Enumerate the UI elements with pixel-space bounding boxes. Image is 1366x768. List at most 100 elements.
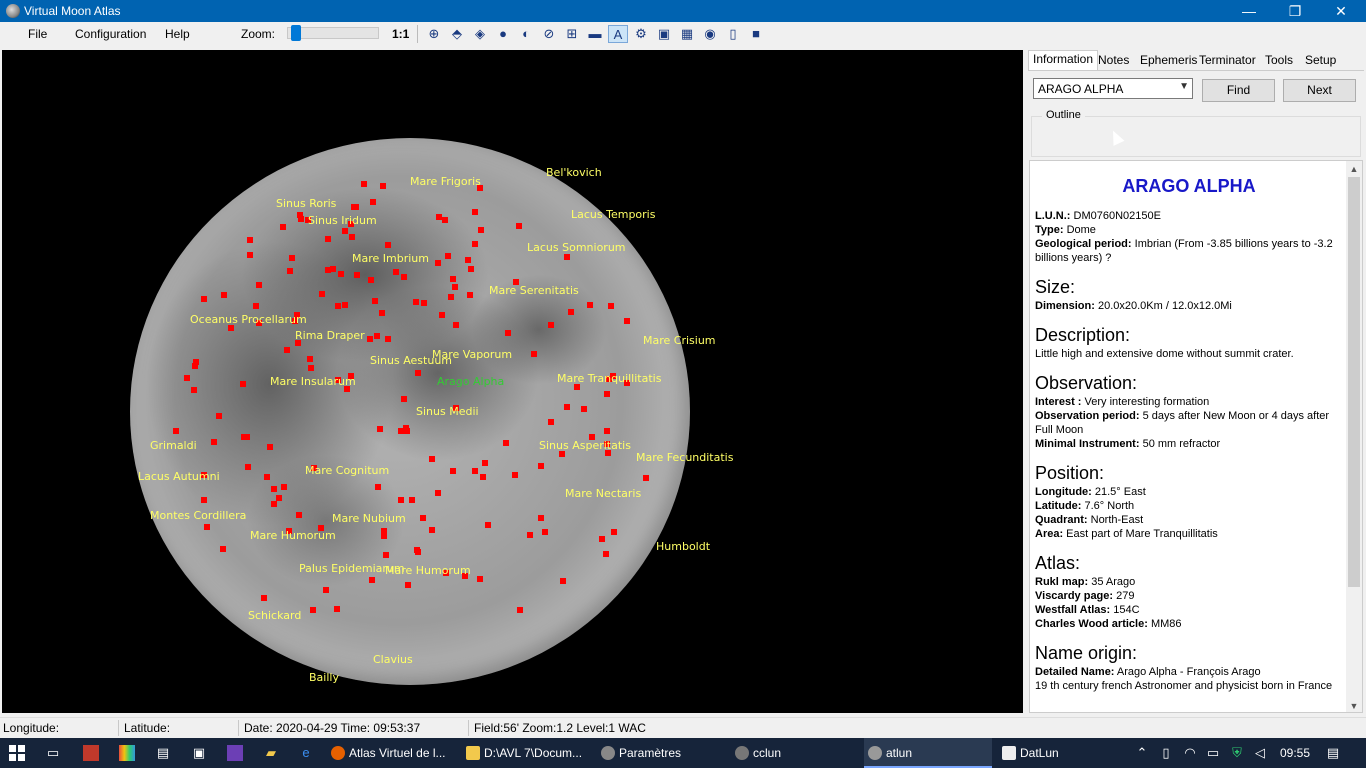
tab-ephemeris[interactable]: Ephemeris xyxy=(1140,53,1198,67)
label-mare-crisium[interactable]: Mare Crisium xyxy=(643,334,716,347)
label-grimaldi[interactable]: Grimaldi xyxy=(150,439,197,452)
scroll-down-icon[interactable]: ▼ xyxy=(1349,701,1359,711)
menu-file[interactable]: File xyxy=(28,27,48,41)
label-mare-nubium[interactable]: Mare Nubium xyxy=(332,512,406,525)
label-lacus-autumni[interactable]: Lacus Autumni xyxy=(138,470,220,483)
menu-configuration[interactable]: Configuration xyxy=(75,27,147,41)
speaker-muted-icon[interactable]: ◁ xyxy=(1255,745,1265,760)
label-schickard[interactable]: Schickard xyxy=(248,609,302,622)
pdf-app-icon[interactable] xyxy=(83,745,99,761)
info-scrollbar[interactable]: ▲ ▼ xyxy=(1346,161,1362,712)
notifications-icon[interactable]: ▤ xyxy=(1326,745,1340,760)
document-icon xyxy=(1002,746,1016,760)
label-lacus-somniorum[interactable]: Lacus Somniorum xyxy=(527,241,626,254)
menu-help[interactable]: Help xyxy=(165,27,190,41)
label-sinus-medii[interactable]: Sinus Medii xyxy=(416,405,479,418)
globe-shaded-icon[interactable]: ● xyxy=(499,26,507,41)
purple-app-icon[interactable] xyxy=(227,745,243,761)
labels-icon[interactable]: A xyxy=(608,25,628,43)
tab-setup[interactable]: Setup xyxy=(1305,53,1337,67)
label-mare-serenitatis[interactable]: Mare Serenitatis xyxy=(489,284,579,297)
label-mare-fecunditatis[interactable]: Mare Fecunditatis xyxy=(636,451,734,464)
usb-device-icon[interactable]: ▯ xyxy=(1162,745,1170,760)
show-hidden-icons-chevron-icon[interactable]: ⌃ xyxy=(1136,745,1148,760)
wifi-icon[interactable]: ◠ xyxy=(1184,745,1196,760)
label-mare-frigoris[interactable]: Mare Frigoris xyxy=(410,175,481,188)
file-explorer-icon[interactable]: ▰ xyxy=(266,745,276,760)
tab-notes[interactable]: Notes xyxy=(1098,53,1130,67)
scroll-up-icon[interactable]: ▲ xyxy=(1349,164,1359,174)
label-sinus-iridum[interactable]: Sinus Iridum xyxy=(308,214,377,227)
label-mare-vaporum[interactable]: Mare Vaporum xyxy=(432,348,513,361)
tab-tools[interactable]: Tools xyxy=(1265,53,1294,67)
orbit-icon[interactable]: ⊘ xyxy=(543,26,555,41)
windows-start-icon[interactable] xyxy=(9,745,25,761)
label-palus-epidemiarum[interactable]: Palus Epidemiarum xyxy=(299,562,405,575)
label-lacus-temporis[interactable]: Lacus Temporis xyxy=(571,208,656,221)
window-app-icon[interactable]: ▣ xyxy=(192,745,206,760)
camera-icon[interactable]: ▣ xyxy=(657,26,671,41)
label-belkovich[interactable]: Bel'kovich xyxy=(546,166,602,179)
task-firefox[interactable]: Atlas Virtuel de l... xyxy=(327,738,455,768)
moon-globe[interactable] xyxy=(130,138,690,685)
calendar-icon[interactable]: ▦ xyxy=(680,26,694,41)
feature-marker xyxy=(307,356,313,362)
fullscreen-icon[interactable]: ■ xyxy=(752,26,760,41)
new-page-icon[interactable]: ▯ xyxy=(729,26,737,41)
tab-terminator[interactable]: Terminator xyxy=(1199,53,1256,67)
earth-globe-icon[interactable]: ◉ xyxy=(704,26,716,41)
edge-browser-icon[interactable]: e xyxy=(302,745,310,760)
label-mare-nectaris[interactable]: Mare Nectaris xyxy=(565,487,642,500)
label-clavius[interactable]: Clavius xyxy=(373,653,413,666)
center-view-icon[interactable]: ⊕ xyxy=(428,26,440,41)
label-arago-alpha-selected[interactable]: Arago Alpha xyxy=(437,375,505,388)
status-datetime: Date: 2020-04-29 Time: 09:53:37 xyxy=(244,721,421,735)
flip-horizontal-icon[interactable]: ◈ xyxy=(475,26,485,41)
next-button[interactable]: Next xyxy=(1283,79,1356,102)
zoom-slider-track[interactable] xyxy=(287,27,379,39)
feature-info-view[interactable]: ARAGO ALPHA L.U.N.: DM0760N02150E Type: … xyxy=(1029,160,1363,713)
moon-map-view[interactable]: Bel'kovich Mare Frigoris Sinus Roris Sin… xyxy=(2,50,1023,713)
security-shield-icon[interactable]: ⛨ xyxy=(1232,745,1242,760)
close-button[interactable]: ✕ xyxy=(1335,3,1347,19)
tab-information[interactable]: Information xyxy=(1028,50,1099,71)
zoom-1to1-button[interactable]: 1:1 xyxy=(392,27,410,41)
grid-icon[interactable]: ⊞ xyxy=(566,26,578,41)
ruler-icon[interactable]: ▬ xyxy=(588,26,602,41)
label-sinus-roris[interactable]: Sinus Roris xyxy=(276,197,337,210)
settings-gear-icon[interactable]: ⚙ xyxy=(635,26,647,41)
paint-app-icon[interactable] xyxy=(119,745,135,761)
task-atlun[interactable]: atlun xyxy=(864,738,992,768)
label-mare-tranquillitatis[interactable]: Mare Tranquillitatis xyxy=(557,372,662,385)
minimize-button[interactable]: — xyxy=(1242,3,1256,19)
flip-vertical-icon[interactable]: ⬘ xyxy=(452,26,462,41)
task-cclun[interactable]: cclun xyxy=(731,738,859,768)
label-humboldt[interactable]: Humboldt xyxy=(656,540,711,553)
maximize-button[interactable]: ❐ xyxy=(1288,3,1302,19)
label-rima-draper[interactable]: Rima Draper xyxy=(295,329,365,342)
label-mare-humorum-south[interactable]: Mare Humorum xyxy=(385,564,471,577)
label-sinus-aestuum[interactable]: Sinus Aestuum xyxy=(370,354,453,367)
label-mare-cognitum[interactable]: Mare Cognitum xyxy=(305,464,390,477)
taskbar-clock[interactable]: 09:55 xyxy=(1280,746,1311,760)
label-sinus-asperitatis[interactable]: Sinus Asperitatis xyxy=(539,439,631,452)
label-bailly[interactable]: Bailly xyxy=(309,671,339,684)
find-button[interactable]: Find xyxy=(1202,79,1275,102)
label-mare-humorum[interactable]: Mare Humorum xyxy=(250,529,336,542)
zoom-slider-thumb[interactable] xyxy=(291,25,302,41)
calculator-icon[interactable]: ▤ xyxy=(156,745,170,760)
label-mare-imbrium[interactable]: Mare Imbrium xyxy=(352,252,429,265)
battery-icon[interactable]: ▭ xyxy=(1206,745,1220,760)
moon-phase-icon[interactable]: ◐ xyxy=(522,26,530,41)
task-view-icon[interactable]: ▭ xyxy=(46,745,60,760)
scroll-thumb[interactable] xyxy=(1348,177,1360,587)
label-mare-insularum[interactable]: Mare Insularum xyxy=(270,375,356,388)
task-settings[interactable]: Paramètres xyxy=(597,738,725,768)
task-datlun[interactable]: DatLun xyxy=(998,738,1126,768)
feature-search-combobox[interactable]: ARAGO ALPHA ▼ xyxy=(1033,78,1193,99)
label-oceanus-procellarum[interactable]: Oceanus Procellarum xyxy=(190,313,307,326)
label-montes-cordillera[interactable]: Montes Cordillera xyxy=(150,509,247,522)
chevron-down-icon[interactable]: ▼ xyxy=(1179,81,1189,92)
task-explorer[interactable]: D:\AVL 7\Docum... xyxy=(462,738,590,768)
feature-marker xyxy=(401,274,407,280)
